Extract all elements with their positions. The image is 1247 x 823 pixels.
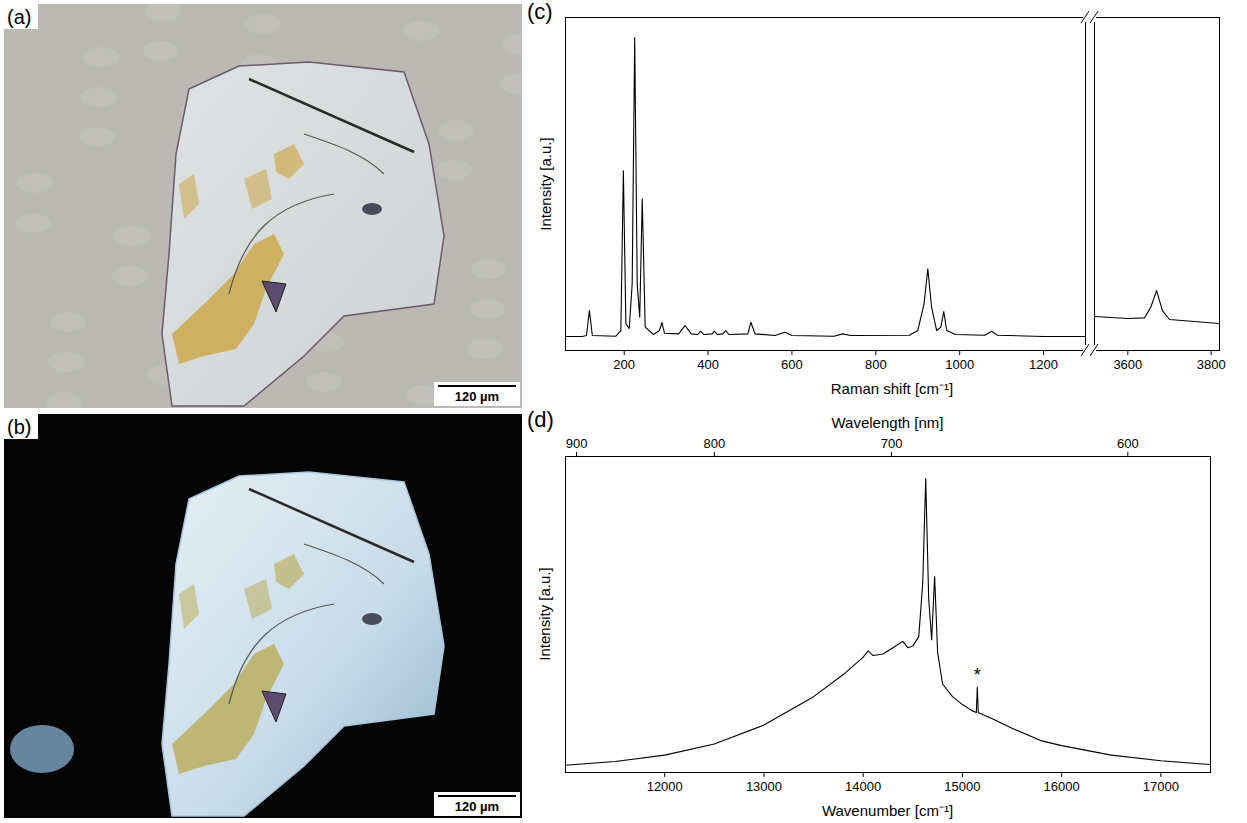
- svg-text:600: 600: [781, 357, 803, 372]
- svg-text:700: 700: [881, 436, 903, 451]
- svg-text:16000: 16000: [1044, 779, 1080, 794]
- svg-text:200: 200: [613, 357, 635, 372]
- svg-text:3600: 3600: [1113, 357, 1142, 372]
- html-text:Wavelength [nm]: Wavelength [nm]: [831, 414, 944, 431]
- svg-text:400: 400: [697, 357, 719, 372]
- svg-text:900: 900: [566, 436, 588, 451]
- svg-text:(b): (b): [7, 416, 31, 438]
- svg-text:800: 800: [703, 436, 725, 451]
- svg-text:*: *: [974, 665, 981, 685]
- svg-text:14000: 14000: [845, 779, 881, 794]
- svg-text:12000: 12000: [647, 779, 683, 794]
- html-text:(d): (d): [527, 407, 554, 432]
- svg-text:17000: 17000: [1143, 779, 1179, 794]
- svg-text:15000: 15000: [944, 779, 980, 794]
- svg-text:120 µm: 120 µm: [455, 389, 499, 404]
- svg-text:120 µm: 120 µm: [455, 799, 499, 814]
- svg-text:800: 800: [865, 357, 887, 372]
- html-text:Intensity [a.u.]: Intensity [a.u.]: [536, 136, 553, 231]
- html-text:Intensity [a.u.]: Intensity [a.u.]: [536, 567, 553, 661]
- html-text:(c): (c): [527, 0, 553, 24]
- svg-text:3800: 3800: [1197, 357, 1226, 372]
- svg-text:1200: 1200: [1029, 357, 1058, 372]
- html-text:Wavenumber [cm⁻¹]: Wavenumber [cm⁻¹]: [821, 802, 954, 819]
- svg-text:1000: 1000: [945, 357, 974, 372]
- html-text:Raman shift [cm⁻¹]: Raman shift [cm⁻¹]: [830, 380, 954, 397]
- svg-text:13000: 13000: [746, 779, 782, 794]
- svg-text:600: 600: [1117, 436, 1139, 451]
- svg-text:(a): (a): [7, 6, 31, 28]
